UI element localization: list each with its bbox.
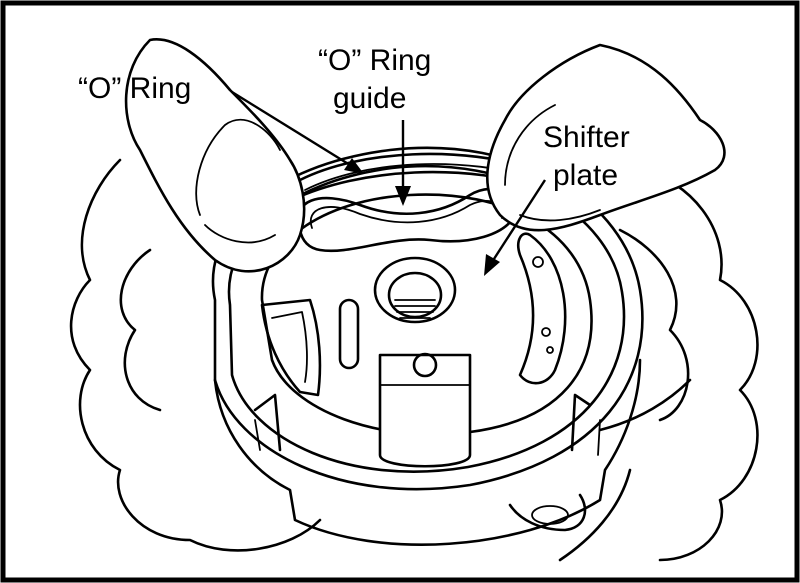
label-shifter-plate-line2: plate [553, 159, 618, 192]
shifter-plate-part [260, 193, 593, 468]
housing [211, 146, 644, 546]
label-o-ring-guide-line1: “O” Ring [318, 44, 431, 77]
label-o-ring-guide-line2: guide [333, 82, 406, 115]
label-shifter-plate-line1: Shifter [543, 121, 630, 154]
right-thumb [485, 43, 726, 232]
left-thumb [124, 38, 306, 273]
background-hands [69, 158, 759, 562]
leader-shifter-plate [484, 179, 547, 276]
leader-o-ring [231, 90, 364, 174]
label-o-ring: “O” Ring [78, 72, 191, 105]
leader-o-ring-guide [395, 120, 411, 206]
